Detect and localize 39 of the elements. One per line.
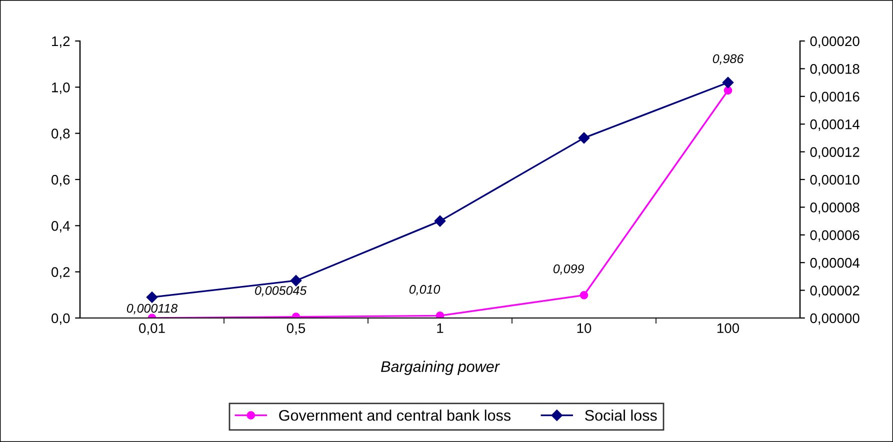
point [434, 215, 446, 227]
data-label: 0,099 [553, 264, 584, 275]
x-tick-label: 1 [437, 323, 444, 333]
y2-tick-label: 0,00016 [810, 92, 860, 104]
data-label: 0,000118 [126, 304, 178, 314]
y2-tick-label: 0,00006 [810, 230, 860, 242]
y2-tick-label: 0,00010 [810, 174, 860, 186]
data-label: 0,010 [409, 284, 440, 296]
y2-tick-label: 0,00008 [810, 202, 860, 214]
point [146, 292, 158, 303]
y-tick-label: 0,8 [52, 128, 70, 140]
legend-label: Social loss [585, 410, 657, 421]
y2-tick-label: 0,00002 [810, 286, 860, 298]
y2-tick-label: 0,00020 [810, 36, 860, 48]
point [722, 76, 734, 88]
y-tick-label: 0,6 [52, 174, 70, 186]
x-axis-title: Bargaining power [381, 360, 500, 376]
point [436, 312, 444, 318]
x-tick-label: 100 [717, 323, 740, 334]
data-label: 0,986 [712, 54, 744, 65]
y-tick-label: 1,0 [52, 82, 70, 94]
x-tick-label: 0,5 [286, 323, 306, 335]
y-tick-label: 0,2 [52, 267, 70, 279]
y2-tick-label: 0,00014 [810, 119, 860, 131]
point [578, 132, 590, 144]
y2-tick-label: 0,00004 [810, 258, 860, 270]
y2-tick-label: 0,00018 [810, 64, 860, 76]
legend-label: Government and central bank loss [279, 410, 511, 421]
y2-tick-label: 0,00000 [810, 313, 860, 325]
y2-tick-label: 0,00012 [810, 147, 860, 159]
y-tick-label: 0,0 [52, 313, 70, 325]
point [724, 86, 732, 95]
x-tick-label: 0,01 [139, 323, 165, 335]
y-tick-label: 1,2 [52, 36, 70, 48]
point [290, 275, 302, 286]
y-tick-label: 0,4 [52, 221, 70, 232]
x-tick-label: 10 [577, 323, 592, 334]
data-label: 0,005045 [255, 286, 307, 296]
point [580, 290, 588, 300]
